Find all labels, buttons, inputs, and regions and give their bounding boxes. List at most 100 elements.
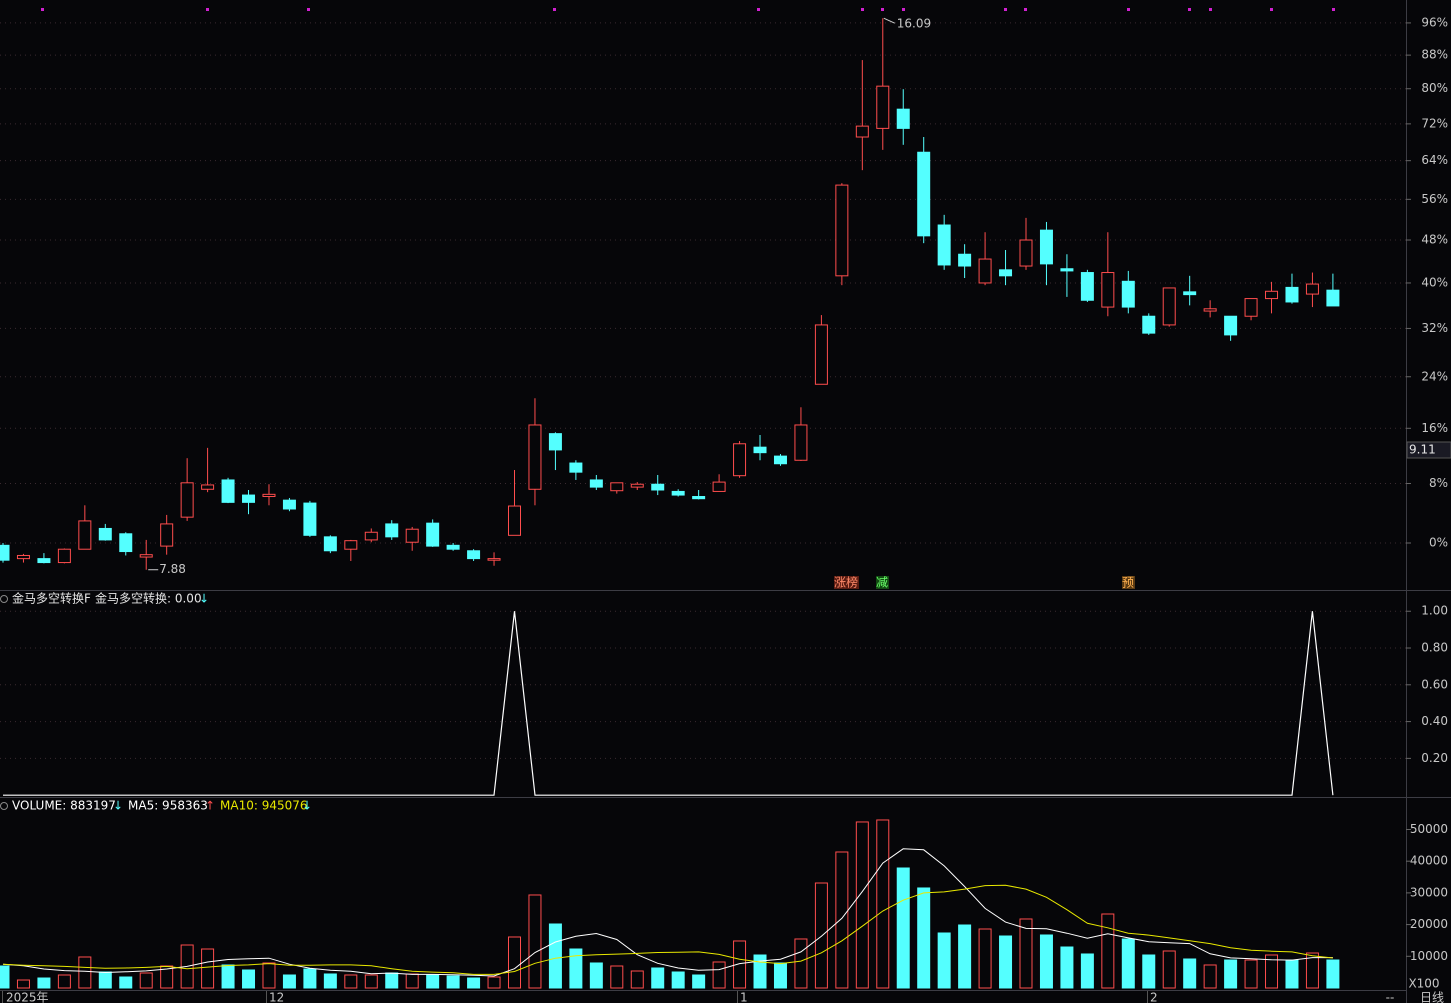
candle-body [303, 502, 317, 536]
y-tick-label: 64% [1421, 153, 1448, 167]
legend-label: 金马多空转换: 0.00 [95, 591, 202, 606]
volume-bar [1305, 952, 1319, 989]
candle-body [917, 151, 931, 237]
volume-bar [1142, 954, 1156, 989]
legend-trend: ↓ [302, 799, 312, 813]
volume-bar [978, 928, 992, 989]
candle-body [794, 424, 808, 461]
volume-bar [119, 976, 133, 989]
volume-bar [221, 964, 235, 989]
volume-bar [405, 973, 419, 989]
legend-trend: ↓ [199, 592, 209, 606]
volume-bar [16, 979, 30, 989]
volume-bar [0, 965, 10, 989]
indicator-line [3, 611, 1334, 796]
candle-body [896, 108, 910, 129]
volume-bar [999, 935, 1013, 989]
candle-body [1244, 298, 1258, 317]
date-label: 1 [740, 991, 748, 1003]
y-tick-label: 40000 [1410, 854, 1448, 868]
candle-body [487, 558, 501, 561]
candle-body [630, 483, 644, 488]
y-tick-label: 16% [1421, 421, 1448, 435]
event-tag-bg [834, 576, 859, 589]
volume-bar [937, 932, 951, 989]
y-tick-label: 72% [1421, 116, 1448, 130]
y-tick-label: 0.60 [1421, 677, 1448, 691]
volume-bar [1203, 964, 1217, 989]
candle-body [692, 496, 706, 500]
candle-body [1060, 268, 1074, 272]
volume-bar [671, 971, 685, 989]
ma-line [2, 848, 1333, 977]
candle-body [589, 479, 603, 488]
candle-body [548, 433, 562, 451]
candle-body [610, 482, 624, 492]
volume-bar [630, 970, 644, 989]
volume-bar [1019, 918, 1033, 989]
y-tick-label: 40% [1421, 275, 1448, 289]
low-label: 7.88 [159, 562, 186, 576]
volume-bar [651, 967, 665, 989]
candle-body [262, 493, 276, 498]
panel-icon[interactable] [0, 595, 8, 603]
candle-body [814, 324, 828, 385]
y-tick-label: 96% [1421, 15, 1448, 29]
candle-body [1162, 287, 1176, 326]
placeholder: -- [1386, 991, 1395, 1003]
y-tick-label: 0.20 [1421, 751, 1448, 765]
date-label: 2025年 [6, 991, 49, 1003]
candle-body [119, 533, 133, 553]
volume-bar [344, 974, 358, 989]
candle-body [139, 554, 153, 558]
legend-trend: ↓ [113, 799, 123, 813]
y-tick-label: 88% [1421, 48, 1448, 62]
y-tick-label: 80% [1421, 81, 1448, 95]
candle-body [835, 184, 849, 277]
volume-bar [855, 821, 869, 989]
volume-bar [569, 948, 583, 989]
candle-body [671, 490, 685, 496]
candle-body [1080, 272, 1094, 301]
panel-icon[interactable] [0, 802, 8, 810]
high-pointer [883, 17, 895, 24]
candle-body [364, 531, 378, 541]
cursor-price-box [1406, 441, 1451, 459]
volume-bar [773, 962, 787, 989]
y-tick-label: 8% [1429, 476, 1448, 490]
event-tag: 涨榜 [834, 575, 858, 590]
volume-unit: X100 [1408, 977, 1439, 991]
high-label: 16.09 [897, 17, 931, 31]
candle-body [733, 443, 747, 477]
volume-bar [508, 936, 521, 989]
volume-bar [98, 971, 112, 989]
volume-bar [1183, 958, 1197, 989]
y-tick-label: 0.80 [1421, 641, 1448, 655]
candle-body [1305, 283, 1319, 295]
volume-bar [548, 923, 562, 989]
volume-bar [1121, 938, 1135, 989]
y-tick-label: 20000 [1410, 917, 1448, 931]
volume-bar [896, 867, 910, 989]
volume-bar [1265, 954, 1279, 989]
candle-body [876, 85, 890, 129]
candle-body [385, 523, 399, 538]
candle-body [508, 505, 521, 536]
volume-bar [78, 956, 92, 989]
volume-bar [610, 965, 624, 989]
y-tick-label: 50000 [1410, 822, 1448, 836]
candle-body [323, 536, 337, 552]
volume-bar [385, 972, 399, 989]
volume-bar [1039, 934, 1053, 989]
volume-bar [364, 974, 378, 989]
volume-bar [201, 948, 215, 989]
candle-body [569, 462, 583, 473]
legend-trend: ↑ [205, 799, 215, 813]
candle-body [405, 528, 419, 543]
candle-body [282, 499, 296, 510]
volume-bar [1080, 953, 1094, 989]
period-label[interactable]: 日线 [1420, 991, 1444, 1003]
volume-bar [1285, 959, 1299, 989]
candle-body [201, 484, 215, 490]
